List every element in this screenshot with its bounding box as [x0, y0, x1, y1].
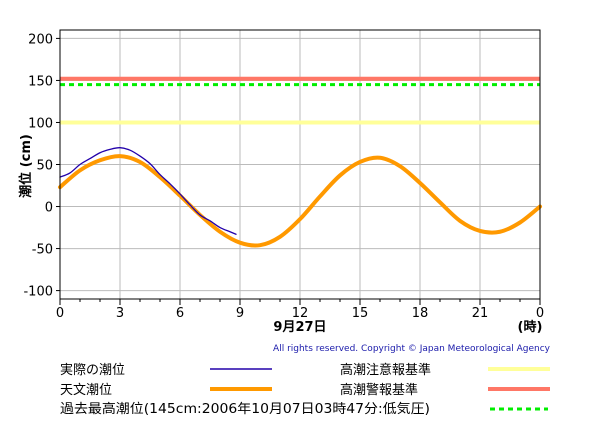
y-tick-label: 0: [45, 201, 53, 216]
x-tick-label: 0: [536, 306, 544, 321]
x-tick-label: 0: [56, 306, 64, 321]
axis-ticks: 0 3 6 9 12 15 18 21 0 200 150 100 50 0 -50 -100: [23, 32, 544, 321]
x-tick-label: 18: [412, 306, 429, 321]
x-tick-label: 6: [176, 306, 184, 321]
y-tick-label: -100: [23, 285, 53, 300]
legend-label-astro: 天文潮位: [60, 383, 112, 398]
y-tick-label: -50: [32, 243, 53, 258]
y-tick-label: 100: [28, 116, 53, 131]
y-axis-title: 潮位 (cm): [18, 134, 34, 198]
y-tick-label: 150: [28, 74, 53, 89]
y-tick-label: 200: [28, 32, 53, 47]
x-tick-label: 3: [116, 306, 124, 321]
threshold-lines: [60, 76, 540, 125]
astronomical-tide-line: [58, 154, 542, 248]
x-tick-label: 9: [236, 306, 244, 321]
tide-series: [58, 147, 542, 248]
y-tick-label: 50: [36, 159, 53, 174]
legend-label-warning: 高潮警報基準: [340, 382, 418, 398]
legend-label-caution: 高潮注意報基準: [340, 362, 431, 378]
legend: 実際の潮位 高潮注意報基準 天文潮位 高潮警報基準 過去最高潮位(145cm:2…: [60, 362, 550, 417]
observed-tide-line: [59, 147, 237, 235]
x-tick-label: 12: [292, 306, 309, 321]
grid-lines: [59, 30, 541, 299]
x-tick-label: 21: [472, 306, 489, 321]
legend-label-actual: 実際の潮位: [60, 362, 125, 378]
x-unit-label: (時): [518, 319, 543, 335]
legend-label-record: 過去最高潮位(145cm:2006年10月07日03時47分:低気圧): [60, 401, 430, 417]
x-tick-label: 15: [352, 306, 369, 321]
date-label: 9月27日: [273, 320, 326, 335]
copyright-text: All rights reserved. Copyright © Japan M…: [273, 344, 551, 354]
